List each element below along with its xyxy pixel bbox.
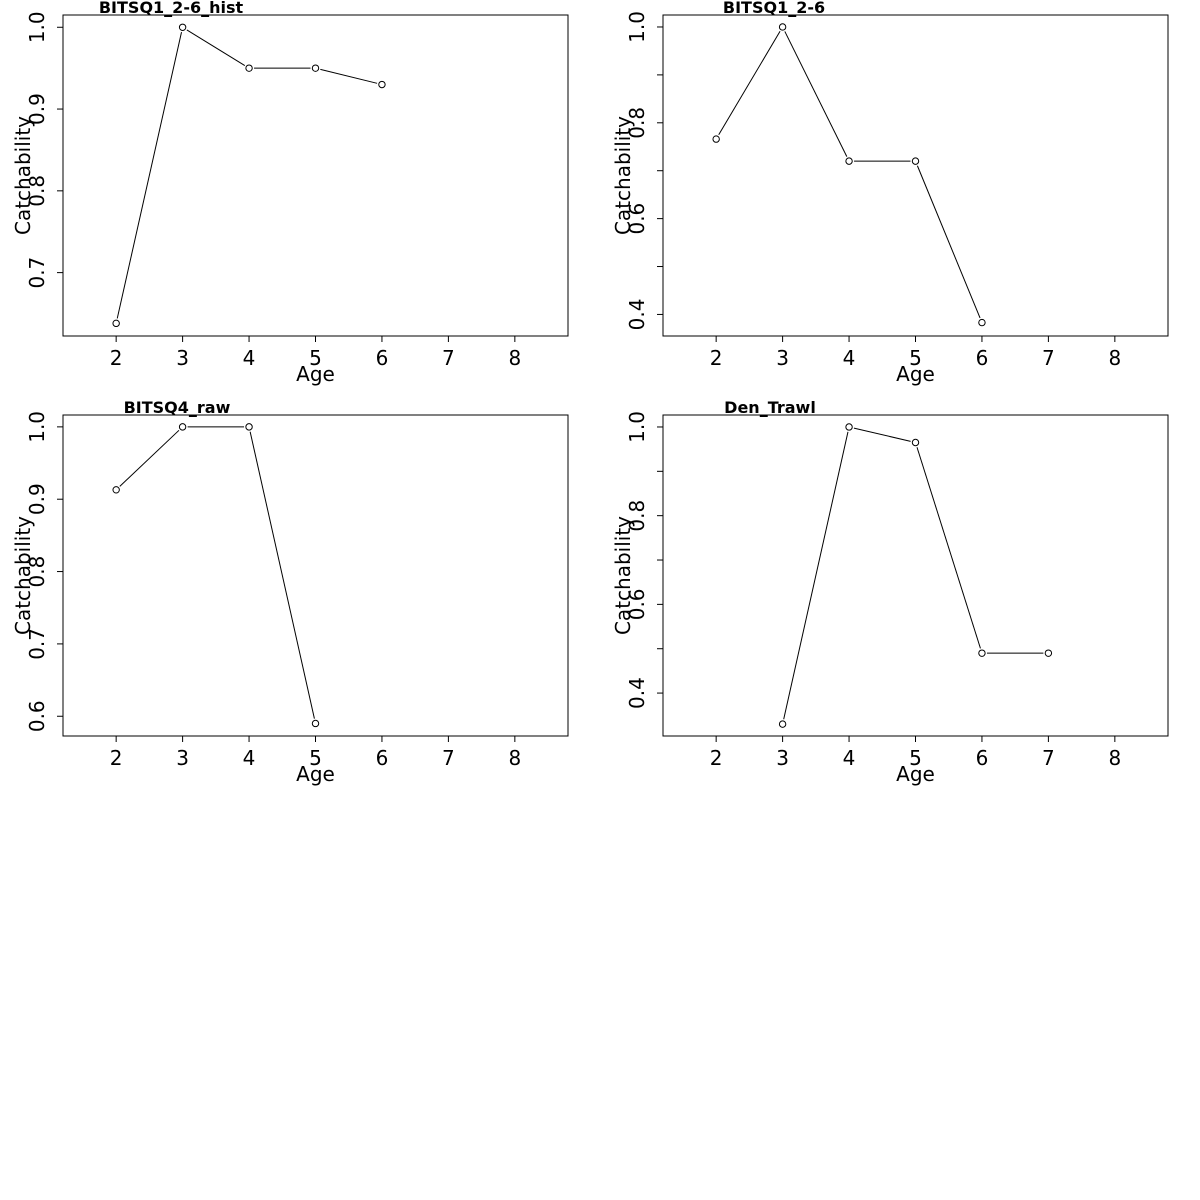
data-point [845,423,853,431]
data-point [978,318,986,327]
series-segment [783,431,849,720]
data-point [311,64,320,72]
x-axis-label: Age [296,762,335,786]
data-point [178,23,187,31]
y-tick-label: 0.6 [625,203,649,235]
x-axis-label: Age [896,362,935,386]
chart-title: Den_Trawl [724,398,816,417]
series-segment [916,447,981,649]
chart-panel-2: BITSQ1_2-6 2 3 4 5 6 7 8 0.4 0.6 0.8 1.0 Age Catchabi… [611,0,1169,386]
y-tick-label: 1.0 [625,411,649,443]
x-tick-label: 2 [710,746,723,770]
data-point [112,319,120,328]
data-point [712,135,720,143]
x-tick-label: 3 [776,346,789,370]
chart-title: BITSQ4_raw [124,398,231,417]
series-segment [784,31,848,157]
y-tick-label: 0.8 [625,107,649,139]
x-tick-label: 6 [376,746,389,770]
x-tick-label: 7 [442,746,455,770]
series-segment [718,31,781,136]
x-tick-label: 4 [843,346,856,370]
x-tick-label: 8 [508,746,521,770]
x-tick-label: 5 [309,746,322,770]
x-tick-label: 5 [309,346,322,370]
x-tick-label: 2 [110,346,123,370]
y-tick-label: 0.8 [25,175,49,207]
y-tick-label: 0.4 [625,677,649,709]
chart-title: BITSQ1_2-6 [723,0,825,17]
y-tick-label: 0.9 [25,483,49,515]
x-tick-label: 8 [1108,746,1121,770]
y-tick-label: 0.8 [625,500,649,532]
y-tick-label: 0.7 [25,257,49,289]
y-axis-label: Catchability [611,116,635,235]
series-segment [916,165,981,319]
x-tick-label: 7 [1042,346,1055,370]
x-tick-label: 7 [1042,746,1055,770]
y-tick-label: 0.6 [25,700,49,732]
y-axis-label: Catchability [11,516,35,635]
y-axis-label: Catchability [611,516,635,635]
x-tick-label: 8 [1108,346,1121,370]
x-tick-label: 6 [976,346,989,370]
y-tick-label: 1.0 [25,11,49,43]
x-tick-label: 6 [376,346,389,370]
y-tick-label: 0.6 [625,588,649,620]
data-point [911,157,920,165]
series-segment [116,32,182,319]
chart-panel-3: BITSQ4_raw 2 3 4 5 6 7 8 0.6 0.7 0.8 0.9 1.0 Age Catch… [11,398,569,786]
x-tick-label: 2 [710,346,723,370]
data-point [245,423,253,431]
data-point [112,486,120,494]
y-tick-label: 0.9 [25,93,49,125]
plot-frame [62,14,569,337]
x-tick-label: 5 [909,746,922,770]
plot-frame [662,14,1169,337]
data-point [978,649,986,657]
y-tick-label: 1.0 [625,11,649,43]
series-segment [186,29,246,66]
data-point [178,423,187,431]
data-point [311,719,320,728]
chart-panel-4: Den_Trawl 2 3 4 5 6 7 8 0.4 0.6 0.8 1.0 Age Catchabil… [611,398,1169,786]
plot-frame [62,414,569,737]
x-tick-label: 6 [976,746,989,770]
data-point [845,157,853,165]
plot-frame [662,414,1169,737]
y-tick-label: 1.0 [25,411,49,443]
x-tick-label: 4 [843,746,856,770]
x-tick-label: 7 [442,346,455,370]
chart-panel-1: BITSQ1_2-6_hist 2 3 4 5 6 7 8 0.7 0.8 0.9 1.0 Age Cat… [11,0,569,386]
data-point [245,64,253,72]
series-segment [320,68,378,84]
x-tick-label: 3 [176,346,189,370]
y-tick-label: 0.7 [25,628,49,660]
x-axis-label: Age [296,362,335,386]
chart-title: BITSQ1_2-6_hist [99,0,244,17]
series-segment [853,427,911,442]
y-tick-label: 0.8 [25,556,49,588]
data-point [778,720,787,728]
data-point [1044,649,1053,657]
y-tick-label: 0.4 [625,299,649,331]
data-point [778,23,787,31]
x-tick-label: 3 [176,746,189,770]
y-axis-label: Catchability [11,116,35,235]
data-point [378,80,386,89]
series-segment [249,431,315,719]
x-tick-label: 3 [776,746,789,770]
x-tick-label: 5 [909,346,922,370]
data-point [911,438,920,447]
x-tick-label: 8 [508,346,521,370]
x-tick-label: 2 [110,746,123,770]
x-axis-label: Age [896,762,935,786]
series-segment [119,429,180,487]
x-tick-label: 4 [243,746,256,770]
x-tick-label: 4 [243,346,256,370]
